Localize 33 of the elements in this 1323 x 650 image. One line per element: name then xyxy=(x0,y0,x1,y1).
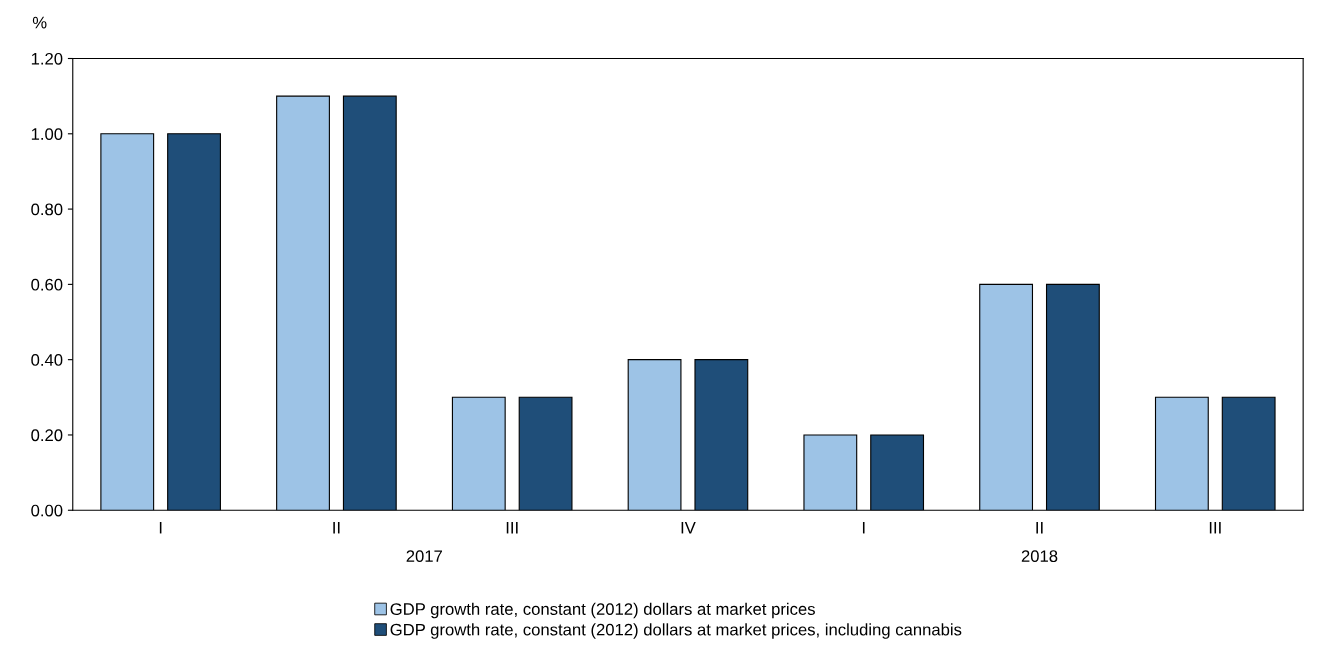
bar xyxy=(803,434,858,511)
bar xyxy=(1045,283,1100,511)
bar xyxy=(694,359,749,511)
y-tick-label: 0.60 xyxy=(31,278,63,291)
y-tick-label: 1.20 xyxy=(31,52,63,65)
x-tick-label: IV xyxy=(681,521,696,534)
x-tick-label: III xyxy=(1209,521,1221,534)
x-tick-label: II xyxy=(1036,521,1043,534)
bar xyxy=(342,95,397,511)
y-tick-label: 1.00 xyxy=(31,128,63,140)
legend-label: GDP growth rate, constant (2012) dollars at market prices xyxy=(390,602,815,619)
x-tick-label: III xyxy=(506,521,518,534)
bar xyxy=(627,359,682,511)
y-axis-title: % xyxy=(32,16,47,29)
bar xyxy=(1154,396,1209,511)
bar xyxy=(870,434,925,511)
y-tick-label: 0.80 xyxy=(31,203,63,216)
x-tick-label: II xyxy=(333,521,340,534)
legend-label: GDP growth rate, constant (2012) dollars at market prices, including cannabis xyxy=(390,623,962,639)
x-tick-label: I xyxy=(862,521,865,534)
text: 2017 xyxy=(406,550,443,563)
text: 2018 xyxy=(1021,550,1058,563)
bar xyxy=(100,133,155,511)
bar xyxy=(167,133,221,511)
bar xyxy=(1221,396,1276,511)
bar xyxy=(518,396,573,511)
bar xyxy=(979,283,1034,511)
bar xyxy=(276,95,330,511)
x-tick-label: I xyxy=(159,521,162,534)
y-tick-label: 0.40 xyxy=(31,354,63,366)
bar xyxy=(451,396,506,511)
y-tick-label: 0.20 xyxy=(31,429,63,442)
y-tick-label: 0.00 xyxy=(31,504,63,517)
